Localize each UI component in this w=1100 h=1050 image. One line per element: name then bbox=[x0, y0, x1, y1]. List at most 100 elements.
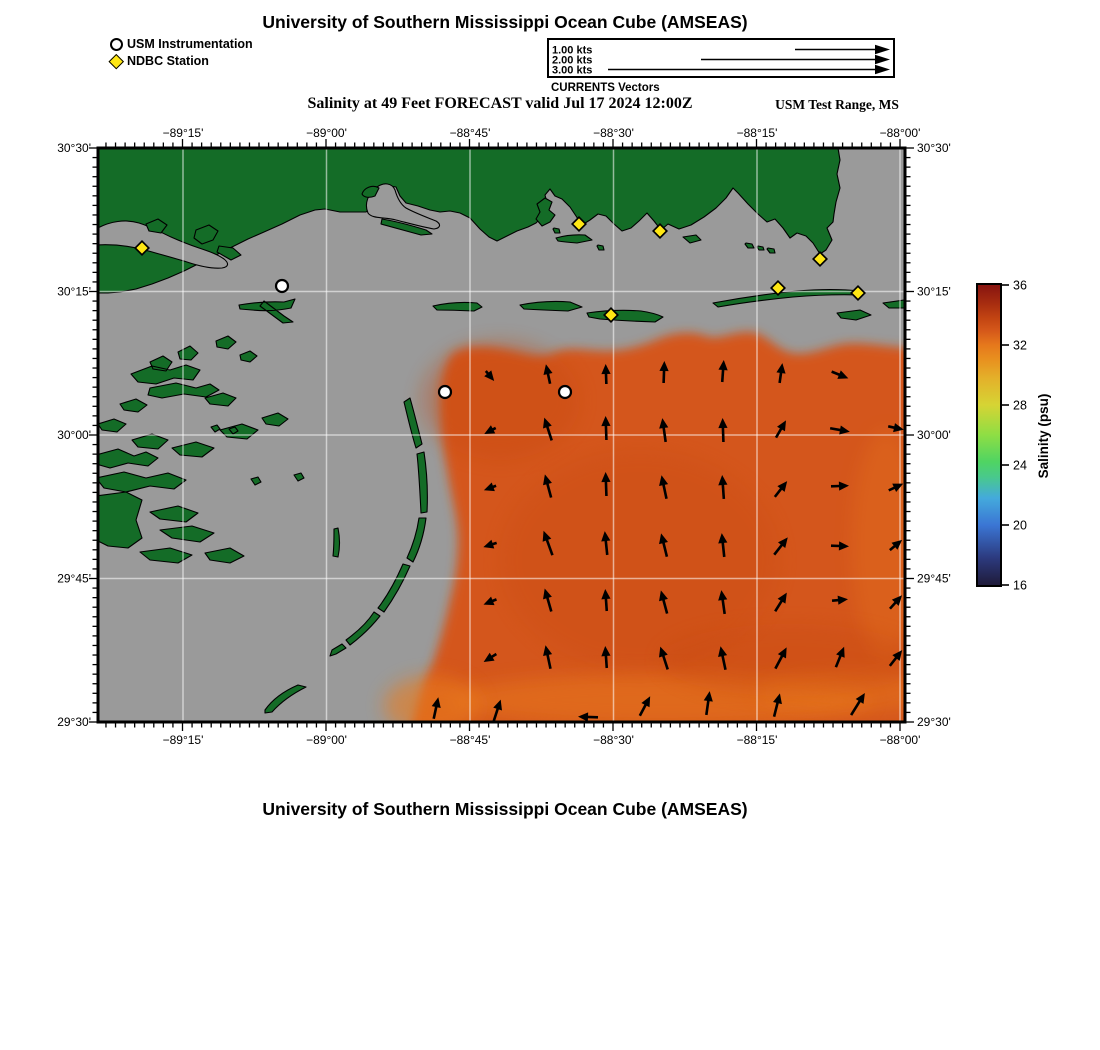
current-vector-arrow bbox=[773, 481, 788, 498]
current-vector-tail bbox=[662, 541, 669, 557]
current-vector-tail bbox=[545, 482, 553, 498]
current-vector-arrow bbox=[492, 699, 502, 722]
current-vector-arrow bbox=[774, 592, 787, 613]
arrowhead-icon bbox=[718, 646, 728, 658]
longitude-tick-label: −89°00' bbox=[306, 126, 347, 140]
usm-instrumentation-marker bbox=[557, 384, 573, 400]
current-vector-arrow bbox=[484, 370, 495, 381]
arrowhead-icon bbox=[601, 472, 611, 483]
arrowhead-icon bbox=[483, 652, 495, 662]
arrowhead-icon bbox=[718, 590, 728, 601]
current-vector-tail bbox=[546, 653, 552, 670]
current-vector-arrow bbox=[831, 370, 849, 379]
latitude-tick-label: 30°15' bbox=[57, 285, 91, 299]
arrowhead-icon bbox=[718, 418, 728, 429]
longitude-tick-label: −88°45' bbox=[450, 126, 491, 140]
mainland-coast bbox=[98, 148, 841, 294]
current-vector-arrow bbox=[718, 418, 728, 443]
current-vector-arrow bbox=[830, 481, 849, 491]
current-vector-arrow bbox=[718, 646, 728, 671]
current-vector-tail bbox=[491, 598, 497, 603]
current-vector-tail bbox=[774, 427, 783, 439]
salinity-field bbox=[384, 331, 905, 722]
current-vector-tail bbox=[721, 598, 726, 615]
bright-salinity-patch bbox=[450, 674, 870, 722]
current-vector-arrow bbox=[543, 417, 553, 441]
current-vector-arrow bbox=[431, 697, 441, 720]
latitude-tick-label: 30°00' bbox=[917, 428, 951, 442]
arrowhead-icon bbox=[838, 481, 849, 491]
land-layer bbox=[98, 148, 905, 714]
ndbc-station-marker bbox=[134, 240, 150, 256]
current-vector-layer bbox=[431, 360, 904, 722]
vector-scale-2kt-label: 2.00 kts bbox=[552, 55, 592, 67]
dark-salinity-patch bbox=[500, 450, 780, 670]
region-label: USM Test Range, MS bbox=[775, 97, 899, 112]
arrowhead-icon bbox=[777, 592, 787, 604]
current-vector-tail bbox=[490, 652, 498, 659]
latitude-tick-label: 30°30' bbox=[917, 141, 951, 155]
current-vector-tail bbox=[721, 541, 726, 558]
arrowhead-icon bbox=[718, 533, 728, 544]
longitude-tick-label: −88°15' bbox=[737, 733, 778, 747]
vector-scale-3kt-label: 3.00 kts bbox=[552, 65, 592, 76]
current-vector-arrow bbox=[578, 712, 599, 722]
current-vector-tail bbox=[492, 707, 500, 722]
ndbc-station-marker bbox=[812, 251, 828, 267]
current-vector-arrow bbox=[830, 541, 849, 551]
current-vector-arrow bbox=[601, 472, 611, 497]
current-vector-tail bbox=[638, 703, 648, 717]
colorbar-tick-label: 28 bbox=[1013, 399, 1027, 413]
current-vector-tail bbox=[604, 539, 609, 556]
dark-salinity-patch bbox=[420, 340, 580, 460]
current-vector-arrow bbox=[834, 646, 845, 668]
current-vector-arrow bbox=[659, 475, 669, 500]
colorbar-title: Salinity (psu) bbox=[1036, 393, 1051, 479]
arrowhead-icon bbox=[483, 482, 495, 492]
current-vector-arrow bbox=[773, 537, 788, 556]
current-vector-arrow bbox=[484, 425, 497, 435]
current-vector-arrow bbox=[659, 590, 669, 614]
current-vector-arrow bbox=[887, 423, 904, 433]
current-vector-arrow bbox=[703, 691, 713, 716]
current-vector-arrow bbox=[772, 693, 782, 717]
longitude-tick-label: −89°15' bbox=[163, 126, 204, 140]
arrowhead-icon bbox=[855, 692, 865, 704]
legend-usm-label: USM Instrumentation bbox=[127, 37, 253, 51]
latitude-tick-label: 30°15' bbox=[917, 285, 951, 299]
current-vector-tail bbox=[545, 425, 553, 441]
current-vector-arrow bbox=[850, 692, 865, 716]
arrowhead-icon bbox=[484, 425, 496, 435]
graticule bbox=[98, 148, 905, 722]
current-vector-arrow bbox=[774, 420, 786, 439]
longitude-tick-label: −88°30' bbox=[593, 733, 634, 747]
arrowhead-icon bbox=[543, 645, 553, 657]
longitude-tick-label: −89°00' bbox=[306, 733, 347, 747]
current-vector-arrow bbox=[718, 475, 728, 500]
bright-salinity-patch bbox=[852, 430, 905, 660]
current-vector-arrow bbox=[638, 696, 651, 717]
arrowhead-icon bbox=[891, 595, 903, 606]
arrowhead-icon bbox=[776, 363, 786, 374]
footer-title: University of Southern Mississippi Ocean… bbox=[262, 799, 748, 819]
arrowhead-icon bbox=[777, 420, 786, 432]
current-vector-arrow bbox=[601, 416, 611, 441]
arrowhead-icon bbox=[543, 588, 552, 600]
arrowhead-icon bbox=[659, 590, 668, 602]
current-vector-tail bbox=[850, 699, 862, 716]
current-vector-tail bbox=[889, 601, 897, 610]
arrowhead-icon bbox=[837, 595, 848, 605]
current-vector-tail bbox=[887, 425, 896, 430]
current-vector-tail bbox=[662, 426, 667, 443]
longitude-tick-label: −88°45' bbox=[450, 733, 491, 747]
current-vector-arrow bbox=[543, 364, 553, 385]
bright-salinity-patch bbox=[384, 676, 480, 722]
current-vector-tail bbox=[888, 656, 898, 667]
longitude-tick-label: −88°30' bbox=[593, 126, 634, 140]
station-marker-layer bbox=[134, 216, 866, 400]
current-vector-tail bbox=[720, 368, 725, 383]
arrowhead-icon bbox=[601, 364, 611, 375]
arrowhead-icon bbox=[543, 474, 552, 486]
current-vector-arrow bbox=[889, 595, 903, 610]
